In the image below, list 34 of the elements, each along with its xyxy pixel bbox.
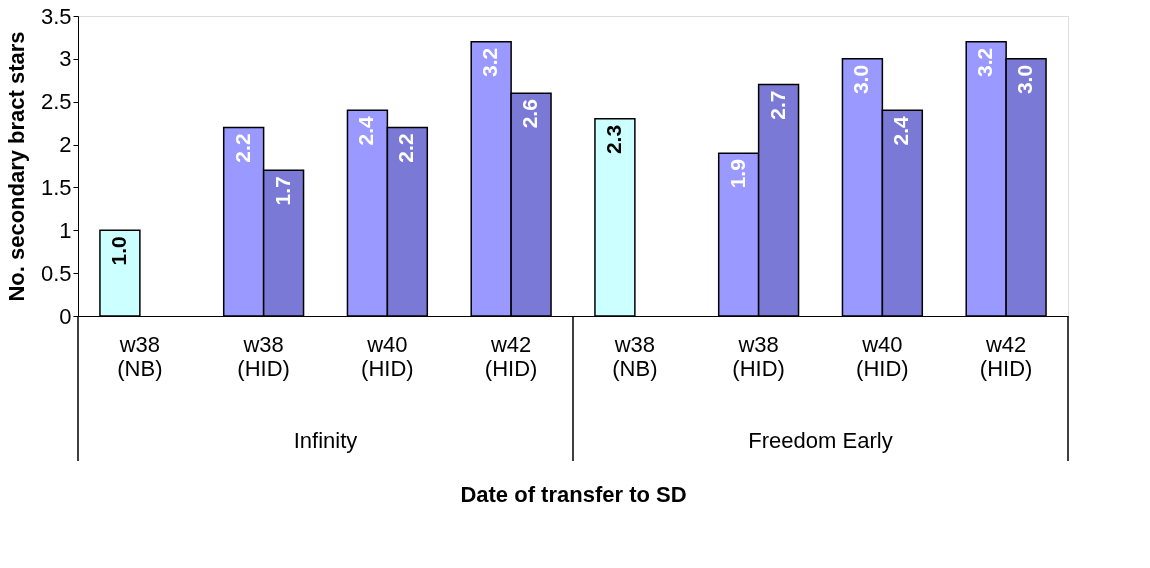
- x-tick-label: w38 (HID): [732, 331, 785, 381]
- y-tick-label: 1: [59, 217, 72, 243]
- y-tick-label: 0: [59, 303, 72, 329]
- y-tick-label: 0.5: [40, 260, 72, 286]
- y-tick-label: 2: [59, 132, 72, 158]
- text: Freedom Early: [748, 428, 893, 453]
- data-label: 3.2: [478, 47, 502, 77]
- data-label: 3.2: [973, 47, 997, 77]
- y-tick-label: 1.5: [40, 174, 72, 200]
- text: Infinity: [293, 428, 358, 453]
- data-label: 2.4: [354, 115, 378, 146]
- data-label: 3.0: [1013, 64, 1037, 95]
- y-axis-title: No. secondary bract stars: [3, 31, 29, 302]
- x-tick-label: w38 (NB): [612, 331, 658, 381]
- y-tick-label: 2.5: [40, 89, 72, 115]
- x-tick-label: w42 (HID): [484, 331, 538, 381]
- data-label: 2.2: [230, 133, 254, 163]
- x-tick-label: w40 (HID): [361, 331, 414, 381]
- data-label: 2.2: [394, 133, 418, 163]
- data-label: 1.0: [106, 236, 130, 266]
- x-axis-title: Date of transfer to SD: [460, 481, 687, 507]
- y-tick-label: 3: [59, 46, 72, 72]
- data-label: 2.4: [889, 115, 913, 146]
- x-tick-label: w42 (HID): [979, 331, 1033, 381]
- data-label: 2.7: [765, 90, 789, 120]
- data-label: 2.3: [601, 124, 625, 155]
- x-tick-label: w38 (HID): [237, 331, 290, 381]
- data-label: 1.7: [270, 176, 294, 206]
- data-label: 2.6: [518, 99, 542, 129]
- data-label: 3.0: [849, 64, 873, 95]
- x-tick-label: w40 (HID): [856, 331, 909, 381]
- y-tick-label: 3.5: [40, 3, 72, 29]
- data-label: 1.9: [725, 159, 749, 189]
- x-tick-label: w38 (NB): [117, 331, 163, 381]
